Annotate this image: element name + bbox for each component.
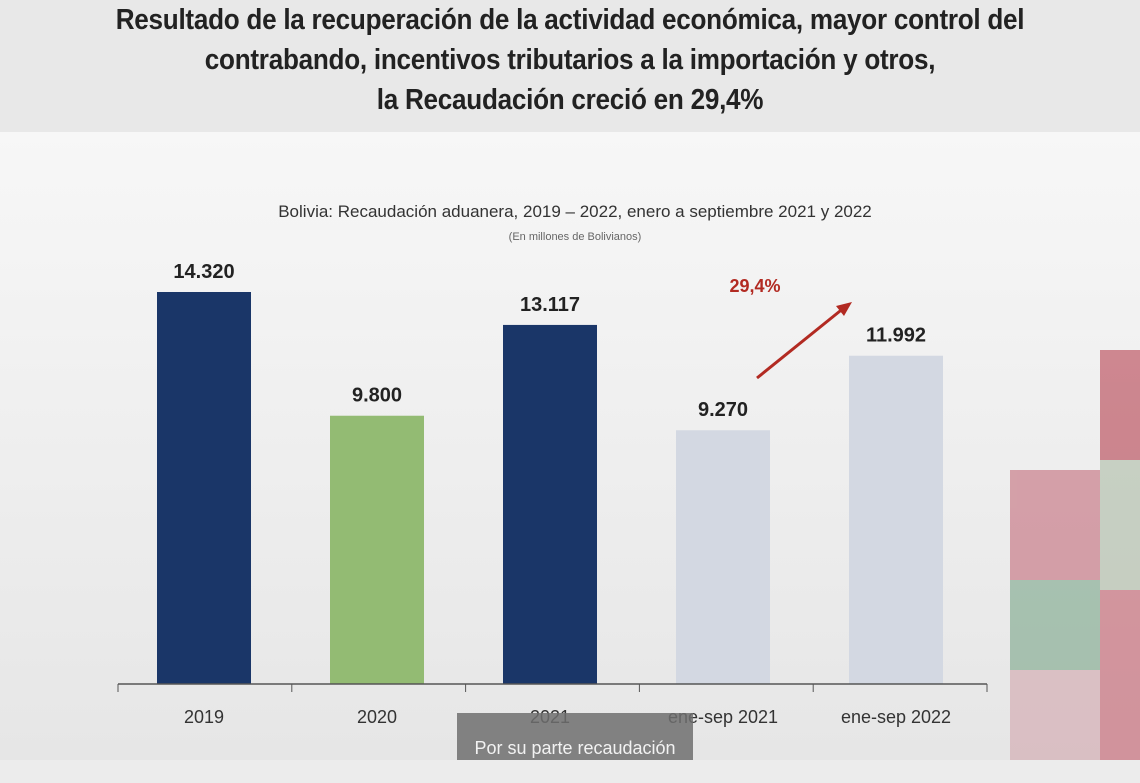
value-label: 9.800 [352,385,402,407]
value-label: 9.270 [698,399,748,421]
bar-2019 [157,292,251,684]
value-label: 14.320 [173,261,234,283]
growth-arrow [756,305,846,380]
bar-chart: Bolivia: Recaudación aduanera, 2019 – 20… [117,202,988,727]
x-tick-label: 2019 [184,707,224,727]
video-caption: Por su parte recaudación [457,713,693,760]
headline-line-3: la Recaudación creció en 29,4% [376,84,764,116]
growth-arrow-head [836,302,852,316]
x-tick-label: ene-sep 2021 [668,707,778,727]
bar-ene-sep-2021 [676,430,770,684]
value-label: 13.117 [520,294,580,316]
headline-line-2: contrabando, incentivos tributarios a la… [204,44,936,76]
bar-ene-sep-2022 [849,355,943,684]
chart-title: Bolivia: Recaudación aduanera, 2019 – 20… [278,202,872,221]
x-tick-label: 2020 [357,707,397,727]
decorative-textile-pattern [1000,350,1140,760]
x-tick-label: ene-sep 2022 [841,707,951,727]
growth-annotation: 29,4% [729,276,780,296]
value-label: 11.992 [866,325,926,347]
chart-subtitle: (En millones de Bolivianos) [509,231,642,243]
headline: Resultado de la recuperación de la activ… [0,0,1140,132]
headline-line-1: Resultado de la recuperación de la activ… [115,4,1025,36]
bar-2020 [330,415,424,684]
bar-2021 [503,324,597,684]
